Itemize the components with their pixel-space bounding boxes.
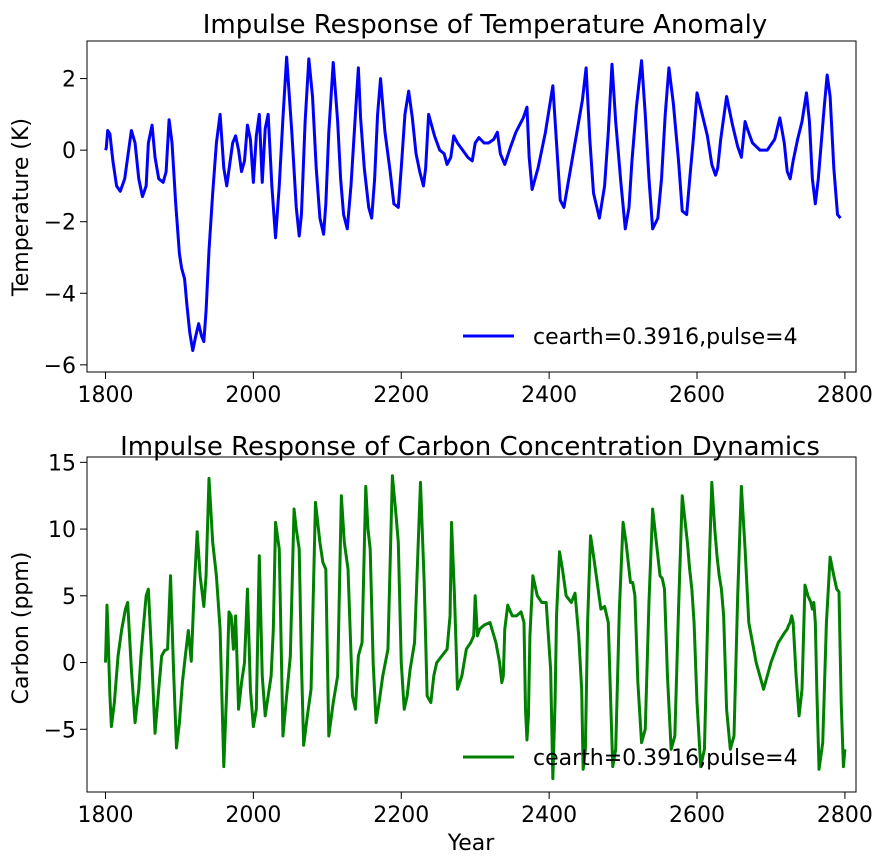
carbon-series-line <box>103 474 847 781</box>
temperature-x-tick-label: 2600 <box>669 383 725 408</box>
temperature-y-ticks: 2 0 −2 −4 −6 <box>44 68 87 379</box>
temperature-y-tick-label: 0 <box>62 139 76 164</box>
temperature-plot-frame <box>86 40 857 373</box>
carbon-y-tick-label: −5 <box>44 718 76 743</box>
temperature-x-ticks: 1800 2000 2200 2400 2600 2800 <box>77 372 873 408</box>
carbon-x-tick-label: 2600 <box>669 803 725 828</box>
temperature-series-line <box>104 55 842 353</box>
carbon-x-axis-label: Year <box>447 831 496 856</box>
carbon-y-ticks: 15 10 5 0 −5 <box>44 451 87 743</box>
carbon-y-tick-label: 0 <box>62 652 76 677</box>
temperature-y-tick-label: −2 <box>44 211 76 236</box>
carbon-y-tick-label: 10 <box>48 518 76 543</box>
carbon-y-tick-label: 15 <box>48 451 76 476</box>
carbon-x-tick-label: 2400 <box>521 803 577 828</box>
temperature-legend-label: cearth=0.3916,pulse=4 <box>533 325 798 350</box>
carbon-legend: cearth=0.3916,pulse=4 <box>463 746 798 771</box>
carbon-y-tick-label: 5 <box>62 585 76 610</box>
carbon-x-tick-label: 2200 <box>373 803 429 828</box>
temperature-x-tick-label: 2400 <box>521 383 577 408</box>
temperature-y-tick-label: −6 <box>44 354 76 379</box>
temperature-y-axis-label: Temperature (K) <box>9 118 34 297</box>
temperature-y-tick-label: 2 <box>62 68 76 93</box>
temperature-x-tick-label: 2800 <box>817 383 873 408</box>
carbon-plot-frame <box>86 456 857 793</box>
carbon-y-axis-label: Carbon (ppm) <box>9 552 34 705</box>
carbon-x-tick-label: 2800 <box>817 803 873 828</box>
temperature-x-tick-label: 1800 <box>77 383 133 408</box>
temperature-x-tick-label: 2200 <box>373 383 429 408</box>
carbon-x-tick-label: 1800 <box>77 803 133 828</box>
carbon-x-tick-label: 2000 <box>225 803 281 828</box>
carbon-legend-label: cearth=0.3916,pulse=4 <box>533 746 798 771</box>
temperature-chart: Impulse Response of Temperature Anomaly … <box>9 10 873 408</box>
temperature-x-tick-label: 2000 <box>225 383 281 408</box>
temperature-y-tick-label: −4 <box>44 282 76 307</box>
temperature-legend: cearth=0.3916,pulse=4 <box>463 325 798 350</box>
carbon-x-ticks: 1800 2000 2200 2400 2600 2800 <box>77 792 873 828</box>
carbon-chart: Impulse Response of Carbon Concentration… <box>9 432 873 856</box>
temperature-chart-title: Impulse Response of Temperature Anomaly <box>203 10 767 40</box>
